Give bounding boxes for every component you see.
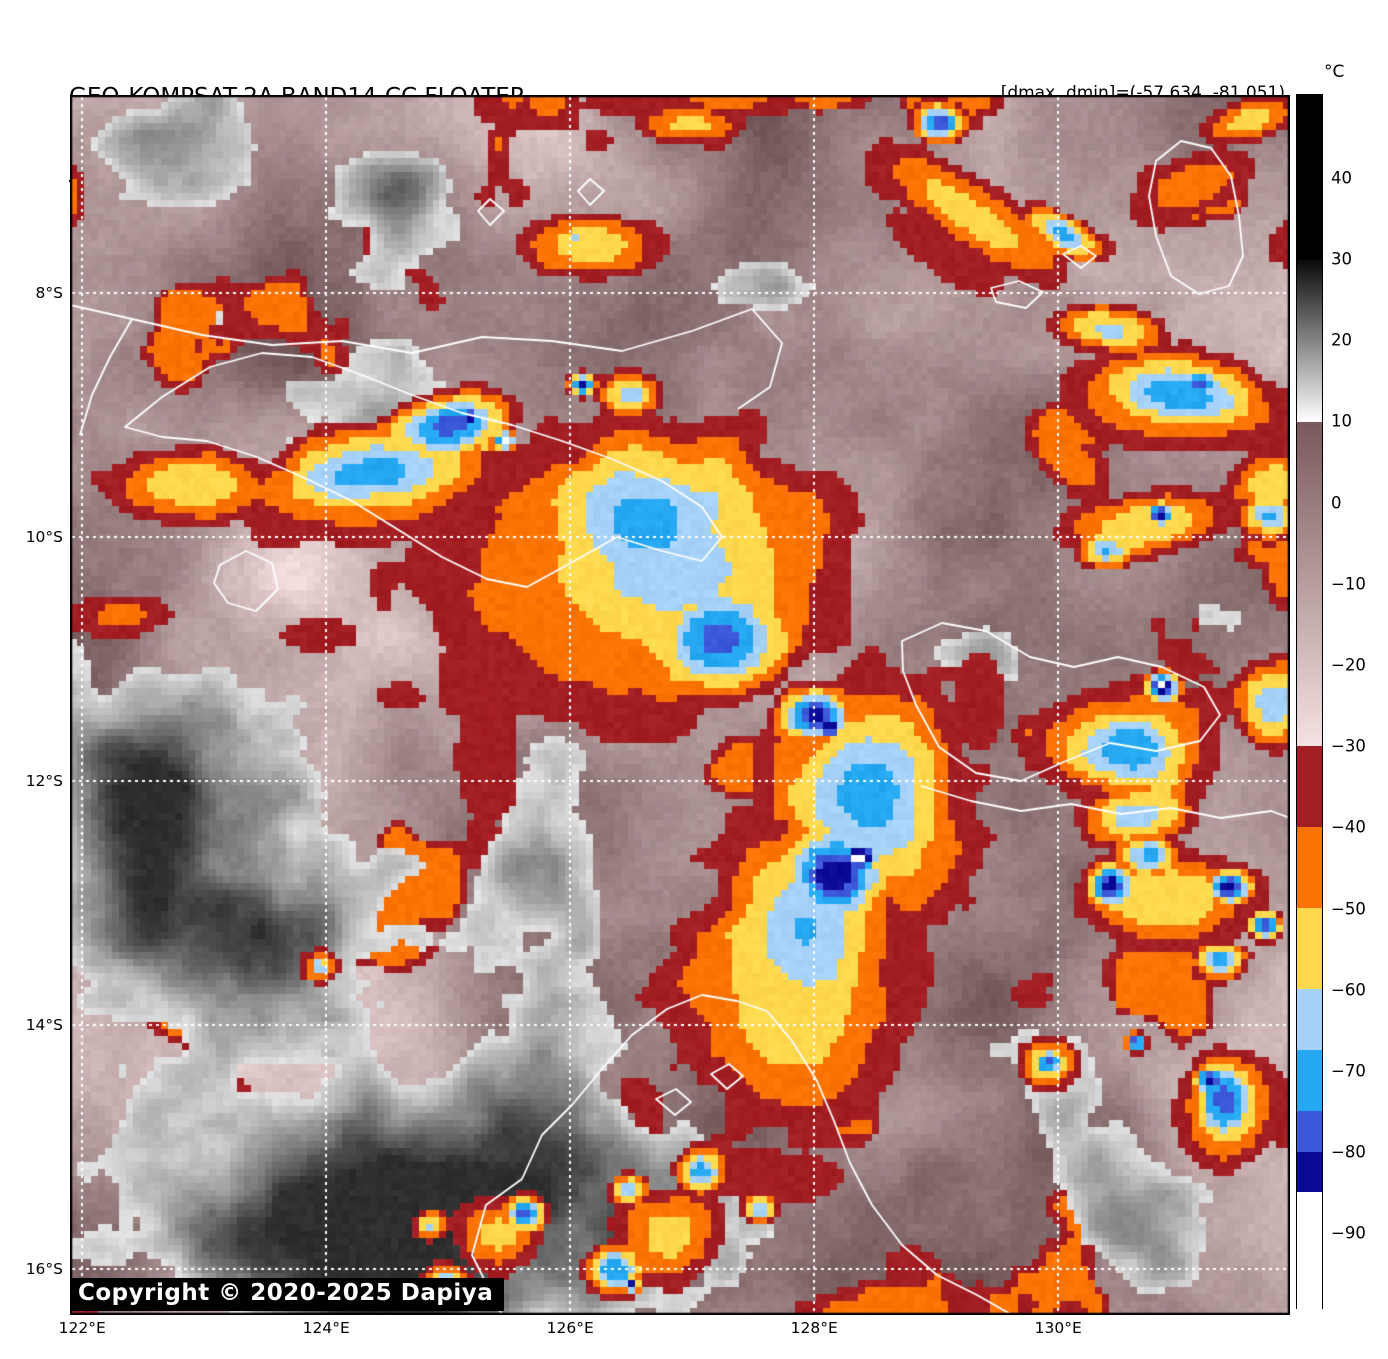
satellite-map-panel: Copyright © 2020-2025 Dapiya [70,95,1290,1315]
x-tick-label-122: 122°E [58,1319,106,1337]
colorbar-segment [1297,421,1322,747]
colorbar-segment [1297,1050,1322,1112]
colorbar-segment [1297,989,1322,1051]
colorbar-tick-label: −60 [1331,980,1366,1000]
colorbar-tick-label: −50 [1331,899,1366,919]
colorbar-tick-label: 20 [1331,330,1352,350]
y-tick-label-12s: 12°S [25,771,63,790]
y-tick-label-16s: 16°S [25,1259,63,1278]
colorbar-tick-label: 30 [1331,249,1352,269]
colorbar-tick-label: −90 [1331,1223,1366,1243]
colorbar-tick-label: −20 [1331,655,1366,675]
y-tick-label-8s: 8°S [35,283,63,302]
colorbar-segment [1297,827,1322,909]
colorbar-tick-label: 40 [1331,168,1352,188]
y-tick-label-10s: 10°S [25,527,63,546]
colorbar-segment [1297,908,1322,990]
colorbar-tick-label: −70 [1331,1061,1366,1081]
x-tick-label-126: 126°E [546,1319,594,1337]
colorbar-unit-label: °C [1324,62,1345,82]
colorbar [1296,94,1323,1309]
colorbar-tick-label: −10 [1331,574,1366,594]
x-tick-label-130: 130°E [1034,1319,1082,1337]
y-tick-label-14s: 14°S [25,1015,63,1034]
x-tick-label-124: 124°E [302,1319,350,1337]
colorbar-segment [1297,1192,1322,1309]
colorbar-segment [1297,259,1322,423]
colorbar-tick-label: 0 [1331,493,1342,513]
satellite-image-canvas [70,95,1290,1315]
colorbar-segment [1297,746,1322,828]
colorbar-tick-label: 10 [1331,411,1352,431]
colorbar-segment [1297,1110,1322,1153]
colorbar-segment [1297,1151,1322,1193]
x-tick-label-128: 128°E [790,1319,838,1337]
colorbar-tick-label: −30 [1331,736,1366,756]
colorbar-segment [1297,95,1322,261]
colorbar-tick-label: −40 [1331,817,1366,837]
copyright-badge: Copyright © 2020-2025 Dapiya [70,1278,505,1311]
colorbar-tick-label: −80 [1331,1142,1366,1162]
